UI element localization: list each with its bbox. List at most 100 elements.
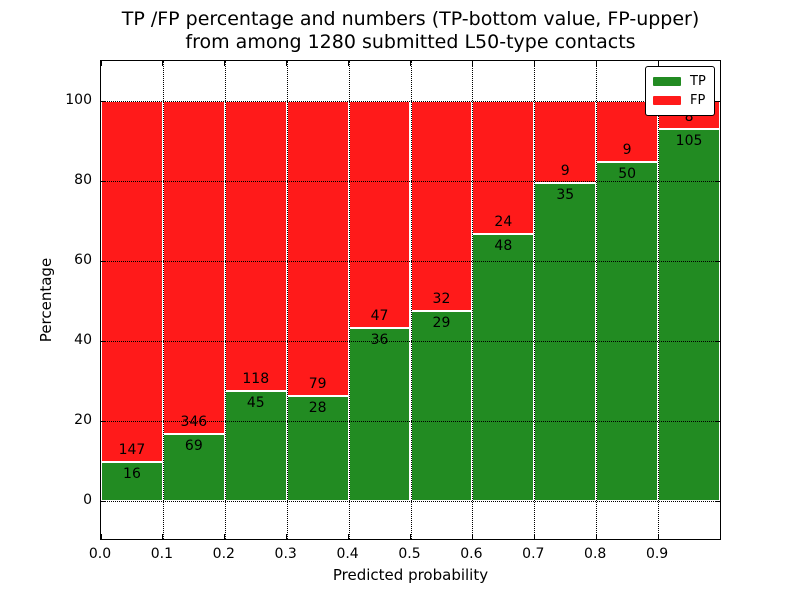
x-tick-label: 0.9 — [645, 546, 669, 562]
x-tick-label: 0.1 — [150, 546, 174, 562]
y-tick-label: 80 — [74, 172, 92, 188]
x-tick-bottom — [286, 534, 288, 539]
bar-tp-segment — [162, 434, 225, 501]
x-tick-bottom — [100, 534, 102, 539]
v-gridline — [410, 61, 412, 539]
x-tick-bottom — [224, 534, 226, 539]
y-tick-left — [101, 500, 106, 502]
tp-count-label: 45 — [246, 394, 265, 411]
y-tick-left — [101, 340, 106, 342]
y-tick-label: 100 — [65, 92, 92, 108]
bar-tp-segment — [658, 129, 720, 501]
x-tick-top — [224, 61, 226, 66]
x-tick-bottom — [533, 534, 535, 539]
y-tick-left — [101, 180, 106, 182]
v-gridline — [596, 61, 598, 539]
y-tick-right — [715, 340, 720, 342]
x-tick-bottom — [657, 534, 659, 539]
x-tick-label: 0.3 — [274, 546, 297, 562]
legend-entry-fp: FP — [653, 91, 706, 110]
tp-count-label: 48 — [494, 238, 513, 255]
bar-fp-segment — [410, 101, 473, 311]
x-tick-bottom — [471, 534, 473, 539]
fp-count-label: 9 — [560, 162, 570, 179]
tp-count-label: 69 — [184, 438, 203, 455]
x-tick-top — [533, 61, 535, 66]
fp-count-label: 47 — [370, 307, 389, 324]
tp-count-label: 105 — [675, 133, 703, 150]
bar-fp-segment — [348, 101, 411, 328]
legend-swatch-icon — [653, 77, 681, 86]
fp-count-label: 118 — [242, 370, 270, 387]
x-tick-label: 0.8 — [584, 546, 607, 562]
fp-count-label: 8 — [684, 109, 694, 126]
v-gridline — [348, 61, 350, 539]
chart-title: TP /FP percentage and numbers (TP-bottom… — [100, 8, 721, 54]
fp-count-label: 32 — [432, 290, 451, 307]
y-tick-right — [715, 420, 720, 422]
fp-count-label: 79 — [308, 376, 327, 393]
y-tick-left — [101, 100, 106, 102]
fp-count-label: 147 — [118, 441, 146, 458]
x-tick-top — [162, 61, 164, 66]
y-tick-right — [715, 260, 720, 262]
tp-count-label: 16 — [123, 465, 141, 482]
v-gridline — [658, 61, 660, 539]
bar-fp-segment — [162, 101, 225, 435]
x-tick-top — [595, 61, 597, 66]
x-tick-bottom — [162, 534, 164, 539]
legend: TP FP — [645, 66, 715, 116]
bar-tp-segment — [410, 310, 473, 501]
tp-count-label: 50 — [618, 166, 637, 183]
legend-label: FP — [690, 93, 706, 108]
fp-count-label: 24 — [494, 214, 513, 231]
x-tick-top — [410, 61, 411, 66]
y-axis-label: Percentage — [37, 257, 55, 343]
legend-entry-tp: TP — [653, 72, 706, 91]
y-tick-left — [101, 260, 106, 262]
legend-label: TP — [690, 74, 706, 89]
x-tick-bottom — [348, 534, 350, 539]
fp-count-label: 9 — [622, 142, 632, 159]
y-tick-label: 0 — [83, 492, 92, 508]
x-tick-top — [471, 61, 473, 66]
x-tick-top — [657, 61, 659, 66]
x-tick-label: 0.0 — [88, 546, 112, 562]
bar-fp-segment — [286, 101, 349, 397]
tp-count-label: 29 — [432, 314, 451, 331]
bar-tp-segment — [472, 234, 535, 501]
x-tick-bottom — [410, 534, 411, 539]
x-tick-label: 0.5 — [398, 546, 421, 562]
x-tick-label: 0.7 — [522, 546, 545, 562]
x-tick-top — [348, 61, 350, 66]
bar-tp-segment — [101, 461, 163, 501]
y-tick-label: 20 — [74, 412, 92, 428]
chart-title-line2: from among 1280 submitted L50-type conta… — [185, 31, 636, 53]
x-tick-bottom — [595, 534, 597, 539]
bar-fp-segment — [224, 101, 287, 391]
bar-tp-segment — [596, 162, 659, 501]
v-gridline — [286, 61, 288, 539]
x-axis-label: Predicted probability — [332, 566, 489, 584]
v-gridline — [472, 61, 474, 539]
x-tick-label: 0.2 — [212, 546, 235, 562]
y-tick-right — [715, 500, 720, 502]
bar-fp-segment — [101, 101, 163, 462]
plot-area: 147 16 346 69 118 45 79 28 47 36 32 29 24 48 9 35 9 50 8 10… — [100, 60, 721, 540]
fp-count-label: 346 — [180, 414, 208, 431]
tp-count-label: 28 — [308, 400, 327, 417]
legend-swatch-icon — [653, 96, 681, 105]
y-tick-right — [715, 100, 720, 102]
x-tick-label: 0.4 — [336, 546, 359, 562]
bar-tp-segment — [348, 327, 411, 501]
tp-count-label: 35 — [556, 186, 575, 203]
tp-count-label: 36 — [370, 331, 389, 348]
chart-title-line1: TP /FP percentage and numbers (TP-bottom… — [121, 8, 700, 30]
bar-tp-segment — [286, 396, 349, 501]
x-tick-top — [100, 61, 102, 66]
y-tick-right — [715, 180, 720, 182]
v-gridline — [224, 61, 226, 539]
y-tick-label: 40 — [74, 332, 92, 348]
v-gridline — [162, 61, 164, 539]
v-gridline — [534, 61, 536, 539]
